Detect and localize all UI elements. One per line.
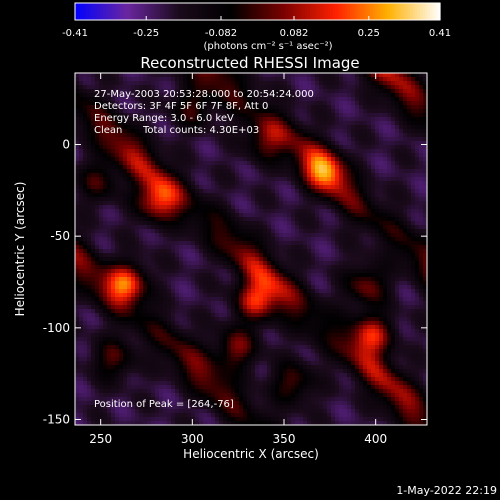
colorbar-tick-label: 0.25 [358,28,380,39]
heatmap-image [75,73,427,425]
colorbar-tick-label: -0.41 [62,28,88,39]
colorbar-tick-label: 0.082 [280,28,309,39]
colorbar: -0.41 -0.25 -0.082 0.082 0.25 0.41 (photons c… [62,2,451,52]
image-annotations: 27-May-2003 20:53:28.000 to 20:54:24.000… [94,89,314,410]
chart-title: Reconstructed RHESSI Image [140,54,359,72]
algorithm-label: Clean [94,125,122,136]
x-axis: 250 300 350 400 [89,73,387,446]
y-tick-label: -100 [43,321,70,335]
x-tick-label: 400 [364,432,387,446]
colorbar-tick-label: -0.082 [205,28,237,39]
plot-frame [74,72,428,426]
colorbar-ticks: -0.41 -0.25 -0.082 0.082 0.25 0.41 [62,16,451,39]
plot-date: 1-May-2022 22:19 [396,484,497,497]
y-tick-label: 0 [62,138,70,152]
x-tick-label: 300 [181,432,204,446]
y-tick-label: -150 [43,413,70,427]
y-tick-label: -50 [50,229,70,243]
peak-position-label: Position of Peak = [264,-76] [94,399,234,410]
colorbar-frame [74,2,441,21]
detectors-label: Detectors: 3F 4F 5F 6F 7F 8F, Att 0 [94,101,268,112]
x-tick-label: 350 [273,432,296,446]
colorbar-unit-label: (photons cm⁻² s⁻¹ asec⁻²) [203,41,332,52]
x-tick-label: 250 [89,432,112,446]
colorbar-tick-label: 0.41 [429,28,451,39]
colorbar-gradient [75,3,441,20]
y-axis-title: Heliocentric Y (arcsec) [13,182,27,317]
y-axis: 0 -50 -100 -150 [43,138,427,427]
colorbar-tick-label: -0.25 [133,28,159,39]
energy-range-label: Energy Range: 3.0 - 6.0 keV [94,113,234,124]
time-range-label: 27-May-2003 20:53:28.000 to 20:54:24.000 [94,89,314,100]
total-counts-label: Total counts: 4.30E+03 [142,125,259,136]
x-axis-title: Heliocentric X (arcsec) [183,447,319,461]
